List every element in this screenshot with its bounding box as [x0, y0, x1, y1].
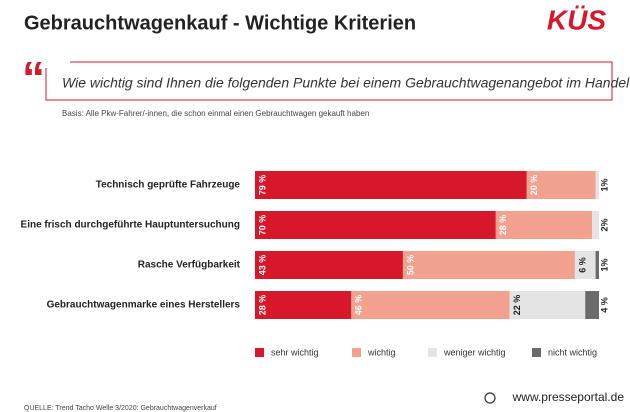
value-label: 43 %	[257, 255, 267, 276]
legend-label: sehr wichtig	[271, 347, 319, 357]
bar-segment	[255, 211, 496, 239]
value-label: 6 %	[577, 257, 587, 273]
question: Wie wichtig sind Ihnen die folgenden Pun…	[62, 75, 630, 91]
chart-title: Gebrauchtwagenkauf - Wichtige Kriterien	[24, 12, 416, 34]
basis-note: Basis: Alle Pkw-Fahrer/-innen, die schon…	[62, 109, 369, 118]
value-label: 70 %	[257, 215, 267, 236]
value-label: 22 %	[512, 295, 522, 316]
legend-label: nicht wichtig	[548, 347, 597, 357]
value-label: 79 %	[257, 175, 267, 196]
value-label: 20 %	[529, 175, 539, 196]
quote-icon: “	[22, 52, 45, 104]
legend-label: wichtig	[367, 347, 396, 357]
watermark-icon	[484, 392, 496, 404]
bar-segment	[255, 251, 403, 279]
source-note: QUELLE: Trend Tacho Welle 3/2020: Gebrau…	[24, 405, 217, 412]
category-label: Eine frisch durchgeführte Hauptuntersuch…	[21, 220, 240, 231]
bar-segment	[592, 211, 599, 239]
value-label: 28 %	[498, 215, 508, 236]
value-label: 28 %	[257, 295, 267, 316]
bar-segment	[595, 251, 599, 279]
bar-segment	[595, 171, 599, 199]
bar-segment	[495, 211, 593, 239]
bar-segment	[526, 171, 596, 199]
bar-segment	[402, 251, 575, 279]
legend-swatch	[428, 348, 437, 357]
bar-segment	[255, 171, 527, 199]
category-label: Gebrauchtwagenmarke eines Herstellers	[47, 300, 241, 311]
legend-swatch	[352, 348, 361, 357]
category-label: Rasche Verfügbarkeit	[138, 260, 241, 271]
bar-segment	[351, 291, 510, 319]
category-label: Technisch geprüfte Fahrzeuge	[96, 180, 241, 191]
bar-segment	[255, 291, 352, 319]
legend-swatch	[255, 348, 264, 357]
legend-label: weniger wichtig	[443, 347, 506, 357]
legend-swatch	[532, 348, 541, 357]
value-label: 1%	[599, 258, 609, 271]
question-frame	[45, 61, 613, 101]
value-label: 46 %	[354, 295, 364, 316]
bar-segment	[509, 291, 586, 319]
watermark: www.presseportal.de	[512, 390, 625, 404]
logo: KÜS	[547, 4, 606, 35]
bar-segment	[585, 291, 599, 319]
value-label: 4 %	[599, 297, 609, 313]
value-label: 1%	[599, 178, 609, 191]
value-label: 2%	[599, 218, 609, 231]
value-label: 50 %	[405, 255, 415, 276]
bar-segment	[574, 251, 596, 279]
